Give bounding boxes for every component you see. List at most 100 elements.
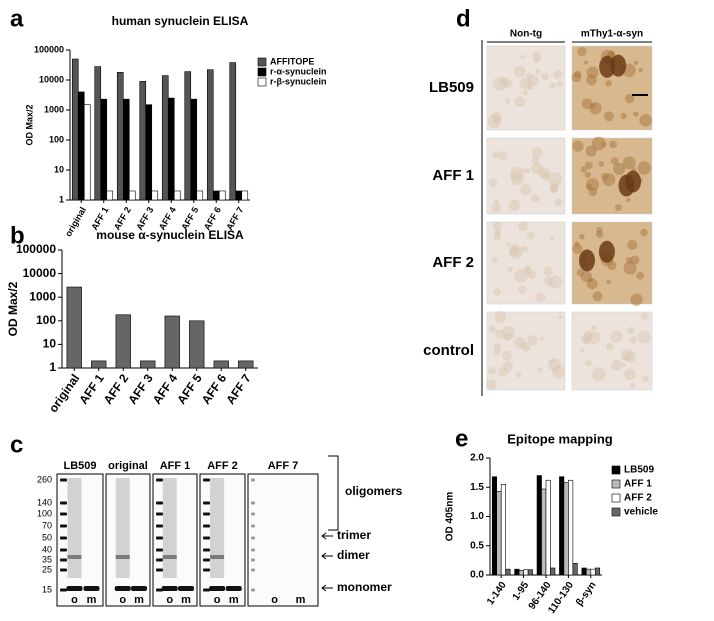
texture	[630, 293, 643, 306]
marker-label: 100	[37, 508, 52, 518]
arrow	[321, 532, 333, 540]
bar	[115, 314, 131, 369]
legend-label: r-β-synuclein	[270, 76, 327, 86]
bar	[161, 75, 169, 201]
texture	[592, 291, 603, 302]
y-axis-label: OD Max/2	[24, 104, 34, 145]
texture	[494, 229, 502, 237]
texture	[514, 336, 526, 349]
texture	[514, 268, 529, 283]
ladder-band	[156, 524, 163, 528]
smear	[162, 478, 177, 578]
texture	[517, 221, 529, 232]
texture	[549, 82, 557, 89]
legend-swatch	[611, 479, 621, 489]
bar	[206, 69, 214, 201]
dimer-band	[162, 555, 177, 559]
texture	[501, 350, 512, 361]
sublane-label: m	[296, 594, 306, 606]
legend-label: AFF 1	[624, 479, 652, 490]
texture	[591, 367, 606, 381]
texture	[627, 326, 635, 335]
texture	[554, 198, 563, 207]
texture	[585, 145, 597, 157]
bar	[514, 568, 520, 576]
row-label: LB509	[429, 79, 474, 96]
texture	[550, 188, 556, 194]
ladder-band	[156, 588, 163, 592]
marker-label: 260	[37, 474, 52, 484]
bar	[66, 286, 82, 369]
texture	[494, 349, 501, 356]
texture	[520, 54, 525, 60]
bar	[572, 562, 578, 576]
texture	[630, 382, 636, 388]
bar	[167, 97, 175, 201]
panel-label: c	[10, 431, 23, 458]
y-tick-label: 0.0	[470, 570, 484, 581]
texture	[637, 330, 651, 344]
texture	[622, 156, 636, 170]
bar	[128, 190, 136, 201]
ladder-band	[60, 501, 67, 505]
texture	[620, 112, 627, 120]
texture	[548, 172, 562, 187]
y-tick-label: 100000	[34, 44, 64, 54]
x-tick-label: AFF 1	[76, 371, 107, 407]
y-axis-label: OD Max/2	[6, 281, 20, 336]
texture	[623, 355, 628, 360]
y-tick-label: 1000	[29, 289, 56, 303]
marker-label: 140	[37, 497, 52, 507]
lane-label: original	[108, 460, 148, 472]
bar	[122, 98, 130, 201]
panel-label: d	[456, 5, 471, 32]
legend-swatch	[611, 507, 621, 517]
texture	[548, 358, 561, 371]
dimer-band	[210, 555, 225, 559]
micrograph	[571, 311, 653, 391]
texture	[610, 157, 619, 165]
x-tick-label: AFF 5	[174, 371, 205, 407]
legend-swatch	[257, 77, 267, 87]
y-tick-label: 1	[49, 360, 56, 374]
texture	[491, 203, 502, 213]
dimer-band	[67, 555, 82, 559]
texture	[621, 363, 627, 368]
y-axis-label: OD 405nm	[445, 492, 456, 542]
sublane-label: o	[119, 594, 126, 606]
texture	[493, 117, 500, 124]
ladder-band	[203, 558, 210, 562]
texture	[629, 335, 638, 344]
texture	[519, 77, 532, 90]
panel-label: b	[10, 222, 25, 249]
sublane-label: o	[166, 594, 173, 606]
texture	[541, 171, 550, 181]
bar	[536, 475, 542, 576]
ladder-band	[251, 548, 255, 552]
bar	[106, 190, 114, 201]
texture	[509, 166, 524, 181]
bar	[184, 71, 192, 201]
texture	[611, 359, 623, 371]
texture	[522, 90, 528, 96]
texture	[637, 161, 651, 175]
texture	[535, 68, 541, 75]
ladder-band	[251, 478, 255, 482]
stained-cell	[579, 249, 596, 272]
x-tick-label: β-syn	[574, 580, 598, 608]
texture	[539, 336, 544, 341]
monomer-band	[209, 586, 226, 591]
stained-cell	[598, 240, 615, 263]
bar	[71, 58, 79, 201]
chart-title: mouse α-synuclein ELISA	[96, 228, 244, 242]
sublane-label: o	[271, 594, 278, 606]
y-tick-label: 10000	[39, 74, 64, 84]
bar	[527, 569, 533, 576]
y-tick-label: 1.5	[470, 482, 484, 493]
y-tick-label: 100	[36, 313, 56, 327]
texture	[572, 140, 584, 152]
x-tick-label: original	[63, 205, 88, 238]
legend-label: r-α-synuclein	[270, 66, 327, 76]
texture	[527, 335, 538, 346]
texture	[586, 66, 599, 79]
